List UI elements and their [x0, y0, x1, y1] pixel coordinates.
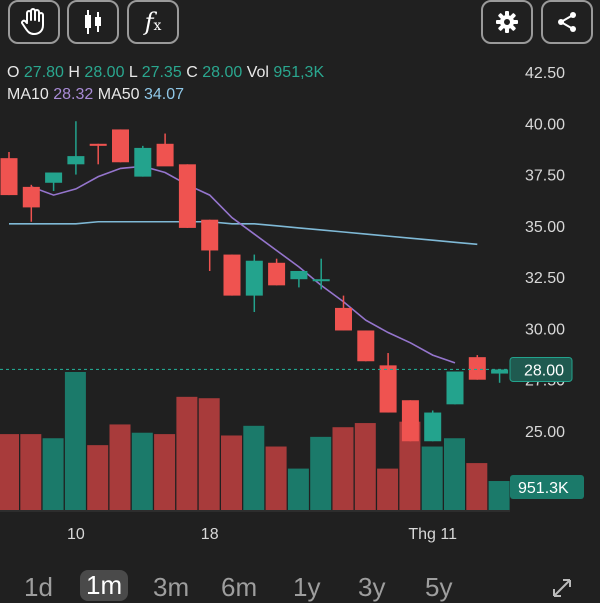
volume-bar [310, 436, 332, 510]
drawing-hand-button[interactable] [8, 0, 60, 44]
candle-body [156, 143, 174, 167]
ma10-value: 28.32 [53, 86, 94, 103]
range-selector: 1d 1m 3m 6m 1y 3y 5y [0, 568, 600, 602]
volume-bar [399, 421, 421, 510]
volume-bar [421, 446, 443, 510]
settings-button[interactable] [481, 0, 533, 44]
y-tick-label: 40.00 [525, 116, 565, 133]
candlestick-icon [85, 10, 101, 34]
ma10-line [31, 165, 456, 364]
volume-bar [20, 434, 42, 510]
last-volume-badge [510, 475, 584, 499]
y-tick-label: 32.50 [525, 270, 565, 287]
candle-body [22, 186, 40, 208]
last-price-label: 28.00 [524, 362, 564, 379]
candle-body [268, 262, 286, 286]
volume-bar [332, 427, 354, 510]
volume-bar [109, 424, 131, 510]
candle-body [134, 147, 152, 177]
x-tick-label: 18 [201, 526, 219, 543]
candle-body [491, 369, 509, 374]
volume-bar [64, 372, 86, 510]
volume-bar [0, 434, 19, 510]
volume-label: Vol [246, 64, 269, 81]
volume-bar [154, 434, 176, 510]
range-3m[interactable]: 3m [153, 572, 190, 602]
y-tick-label: 35.00 [525, 219, 565, 236]
range-6m[interactable]: 6m [221, 572, 258, 602]
expand-icon[interactable] [550, 576, 574, 600]
candle-body [335, 307, 352, 331]
candle-body [424, 412, 442, 442]
candle-body [223, 254, 241, 296]
candle-body [357, 330, 375, 362]
candle-body [312, 279, 330, 282]
hand-icon [21, 8, 44, 35]
volume-value: 951,3K [273, 64, 325, 81]
range-5y[interactable]: 5y [425, 572, 453, 602]
volume-bar [466, 463, 488, 510]
volume-bar [87, 445, 109, 510]
candle-body [201, 219, 219, 251]
volume-bar [377, 468, 399, 510]
ma50-value: 34.07 [144, 86, 185, 103]
share-icon [558, 12, 576, 32]
volume-bar [265, 446, 287, 510]
candle-body [89, 143, 107, 146]
y-tick-label: 30.00 [525, 321, 565, 338]
gear-icon [496, 11, 518, 33]
ma50-line [9, 220, 478, 246]
open-value: 27.80 [23, 64, 64, 81]
volume-bar [221, 435, 242, 510]
last-price-badge [509, 356, 573, 382]
share-button[interactable] [541, 0, 593, 44]
y-tick-label: 42.50 [525, 65, 565, 82]
open-label: O [7, 64, 20, 81]
candle-body [446, 371, 464, 405]
candle-body [45, 172, 63, 183]
y-tick-label: 37.50 [525, 168, 565, 185]
candle-body [178, 164, 196, 228]
ma50-label: MA50 [97, 86, 140, 103]
candle-body [0, 158, 18, 196]
candle-body [379, 365, 397, 413]
candle-body [290, 270, 308, 280]
volume-bar [488, 481, 510, 510]
volume-bar [176, 396, 198, 510]
candle-body [67, 156, 85, 165]
low-value: 27.35 [141, 64, 182, 81]
candle-body [245, 260, 263, 296]
ohlc-info: O 27.80 H 28.00 L 27.35 C 28.00 Vol 951,… [7, 62, 324, 106]
ma10-label: MA10 [7, 86, 49, 103]
volume-bar [287, 468, 309, 510]
function-icon: fx [144, 8, 162, 36]
y-tick-label: 25.00 [525, 424, 565, 441]
volume-bar [131, 432, 153, 510]
candle-body [112, 129, 129, 163]
volume-bar [198, 398, 220, 510]
volume-bar [42, 438, 64, 510]
high-value: 28.00 [84, 64, 125, 81]
range-1m[interactable]: 1m [80, 570, 129, 601]
candle-body [468, 357, 486, 380]
range-3y[interactable]: 3y [358, 572, 386, 602]
price-chart[interactable]: 42.5040.0037.5035.0032.5030.0027.5025.00… [0, 0, 600, 568]
x-tick-label: Thg 11 [408, 526, 457, 543]
ohlc-row: O 27.80 H 28.00 L 27.35 C 28.00 Vol 951,… [7, 62, 324, 84]
last-volume-label: 951.3K [518, 480, 569, 497]
range-1y[interactable]: 1y [293, 572, 321, 602]
candle-body [401, 400, 419, 442]
chart-type-button[interactable] [67, 0, 119, 44]
volume-bar [243, 425, 265, 510]
x-tick-label: 10 [67, 526, 85, 543]
range-1d[interactable]: 1d [24, 572, 53, 602]
ma-row: MA10 28.32 MA50 34.07 [7, 84, 324, 106]
close-value: 28.00 [202, 64, 243, 81]
volume-bar [444, 438, 465, 510]
high-label: H [68, 64, 80, 81]
volume-bar [354, 423, 376, 510]
low-label: L [128, 64, 138, 81]
indicators-button[interactable]: fx [127, 0, 179, 44]
close-label: C [186, 64, 198, 81]
